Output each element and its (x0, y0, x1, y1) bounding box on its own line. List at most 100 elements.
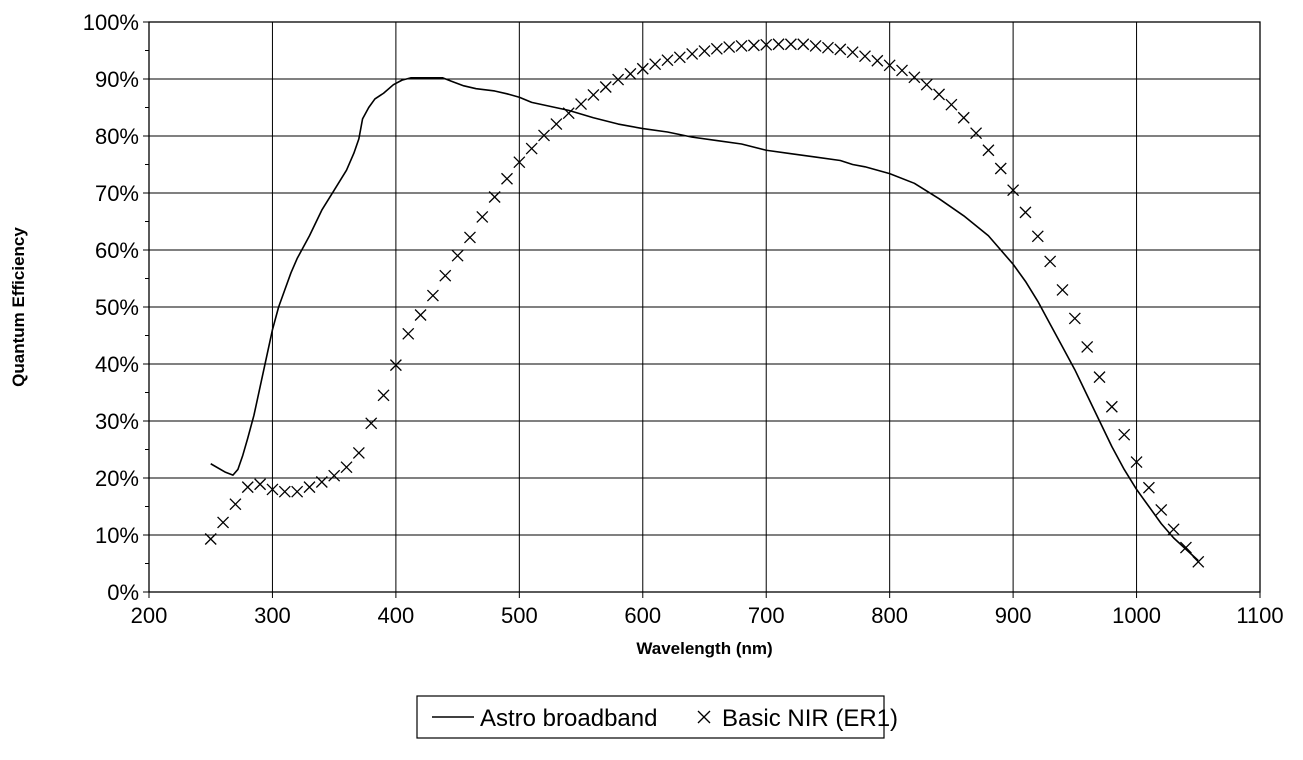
data-point-marker (1130, 456, 1143, 468)
legend-marker-x (697, 710, 711, 724)
data-point-marker (513, 156, 526, 169)
data-point-marker (970, 127, 983, 140)
data-point-marker (315, 476, 328, 488)
data-point-marker (772, 38, 785, 51)
data-point-marker (612, 73, 625, 86)
gridlines (143, 21, 1261, 598)
data-point-marker (649, 58, 662, 71)
data-point-marker (673, 51, 686, 64)
data-point-marker (204, 533, 217, 545)
legend-label-astro-broadband: Astro broadband (480, 705, 657, 732)
data-point-marker (846, 46, 859, 59)
data-point-marker (920, 78, 933, 91)
data-point-marker (254, 478, 267, 491)
data-point-marker (1105, 400, 1118, 413)
plot-series (204, 38, 1205, 568)
data-point-marker (389, 359, 402, 372)
legend: Astro broadband Basic NIR (ER1) (416, 695, 898, 739)
data-point-marker (575, 98, 588, 111)
data-point-marker (797, 38, 810, 51)
x-axis-tick-labels: 200 300 400 500 600 700 800 900 1000 1100 (131, 603, 1284, 628)
plot-area-frame (148, 21, 1261, 593)
y-tick-label: 40% (95, 352, 139, 377)
data-point-marker (241, 481, 254, 494)
y-tick-label: 10% (95, 523, 139, 548)
x-axis-title: Wavelength (nm) (636, 639, 772, 658)
x-tick-label: 800 (871, 603, 908, 628)
x-tick-label: 500 (501, 603, 538, 628)
data-point-marker (859, 50, 871, 63)
y-axis-title: Quantum Efficiency (9, 227, 28, 387)
data-point-marker (945, 98, 958, 111)
data-point-marker (488, 191, 501, 203)
data-point-marker (624, 67, 637, 80)
y-tick-label: 90% (95, 67, 139, 92)
data-point-marker (1056, 283, 1069, 296)
data-point-marker (871, 54, 884, 67)
data-point-marker (1068, 312, 1081, 325)
data-point-marker (365, 417, 378, 430)
data-point-marker (1192, 555, 1205, 568)
data-point-marker (908, 71, 921, 84)
data-point-marker (599, 81, 612, 93)
data-point-marker (414, 309, 427, 321)
data-point-marker (550, 118, 563, 130)
y-tick-label: 0% (107, 580, 139, 605)
data-point-marker (1019, 206, 1032, 219)
data-point-marker (426, 289, 439, 302)
data-point-marker (562, 107, 575, 120)
data-point-marker (463, 231, 476, 244)
data-point-marker (1179, 541, 1192, 554)
data-point-marker (994, 162, 1007, 175)
data-point-marker (340, 461, 353, 474)
legend-swatch-basic-nir (697, 710, 711, 724)
data-point-marker (303, 481, 316, 494)
data-point-marker (501, 172, 513, 185)
data-point-marker (957, 111, 970, 124)
data-point-marker (1155, 503, 1168, 516)
data-point-marker (1142, 481, 1155, 494)
data-point-marker (587, 89, 600, 101)
data-point-marker (229, 498, 242, 511)
x-tick-label: 200 (131, 603, 168, 628)
x-tick-label: 700 (748, 603, 785, 628)
data-point-marker (266, 483, 279, 496)
y-axis-tick-labels: 0% 10% 20% 30% 40% 50% 60% 70% 80% 90% 100% (83, 10, 139, 605)
legend-label-basic-nir: Basic NIR (ER1) (722, 705, 898, 732)
data-point-marker (661, 54, 674, 67)
series-line-astro-broadband (210, 77, 1199, 562)
data-point-marker (377, 389, 390, 402)
data-point-marker (1007, 184, 1020, 197)
data-point-marker (1118, 428, 1131, 441)
x-tick-label: 400 (378, 603, 415, 628)
data-point-marker (328, 469, 341, 482)
x-tick-label: 300 (254, 603, 291, 628)
data-point-marker (784, 38, 797, 51)
data-point-marker (735, 39, 748, 52)
data-point-marker (476, 210, 489, 223)
legend-box (416, 695, 885, 739)
data-point-marker (933, 88, 946, 101)
y-tick-label: 100% (83, 10, 139, 35)
data-point-marker (1044, 255, 1057, 268)
data-point-marker (451, 249, 464, 262)
y-tick-label: 60% (95, 238, 139, 263)
y-tick-label: 30% (95, 409, 139, 434)
x-tick-label: 1000 (1112, 603, 1161, 628)
data-point-marker (525, 142, 538, 155)
data-point-marker (809, 39, 822, 52)
data-point-marker (1081, 340, 1094, 353)
data-point-marker (439, 269, 452, 282)
data-point-marker (760, 38, 773, 51)
data-point-marker (747, 39, 760, 52)
data-point-marker (710, 42, 723, 55)
data-point-marker (1167, 523, 1180, 536)
y-tick-label: 20% (95, 466, 139, 491)
data-point-marker (834, 43, 847, 56)
data-point-marker (686, 47, 699, 60)
x-tick-label: 900 (995, 603, 1032, 628)
data-point-marker (402, 327, 415, 340)
data-point-marker (636, 62, 649, 75)
data-point-marker (352, 446, 365, 459)
